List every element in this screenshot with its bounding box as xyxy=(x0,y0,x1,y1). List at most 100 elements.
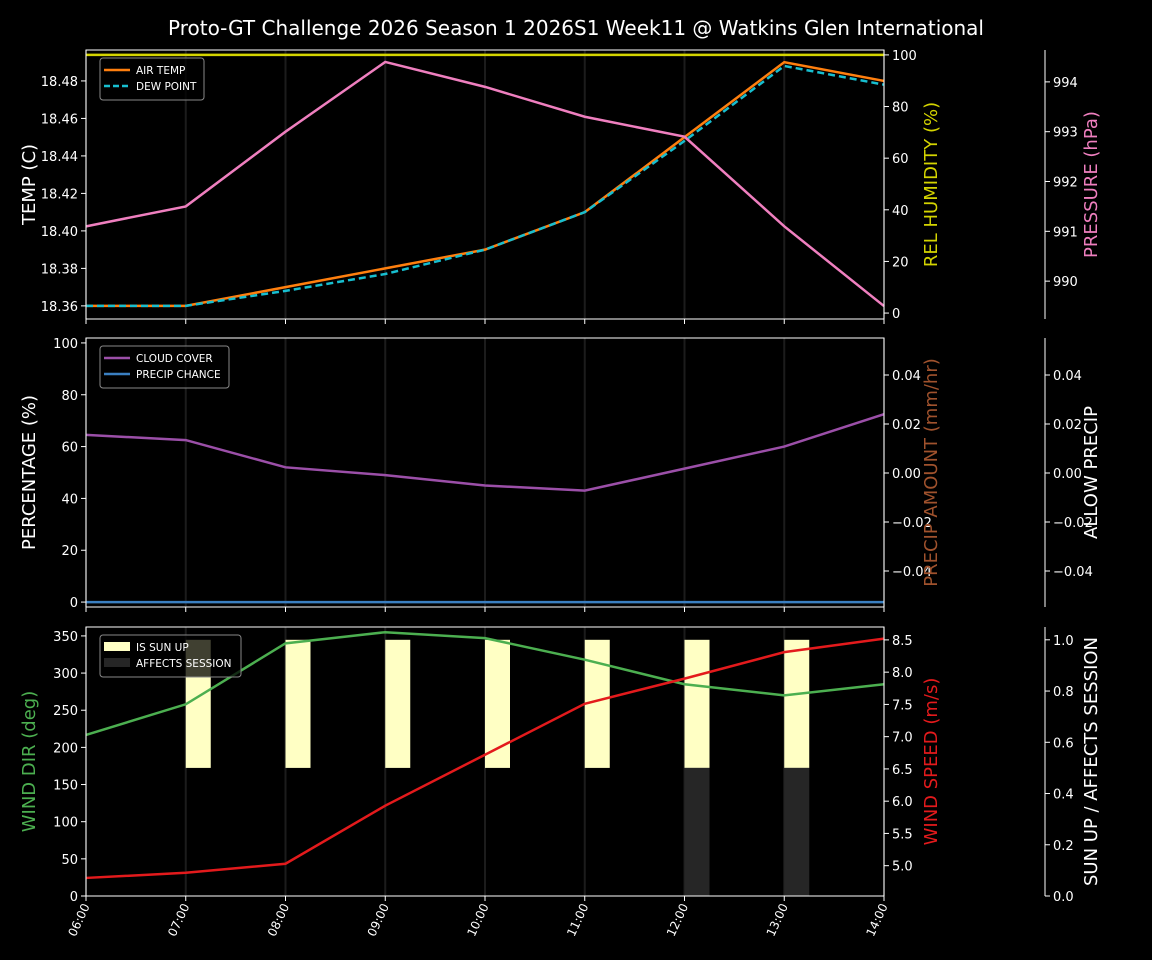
y-tick-label: 18.48 xyxy=(41,75,78,90)
y-tick-label: 18.46 xyxy=(41,112,78,127)
legend-label: DEW POINT xyxy=(136,81,197,93)
y-tick-label: 993 xyxy=(1053,126,1078,141)
y-tick-label: 350 xyxy=(53,630,78,645)
legend-box xyxy=(99,345,230,389)
legend-label: PRECIP CHANCE xyxy=(136,369,221,381)
bar-is-sun-up xyxy=(784,639,810,768)
axis-label: WIND DIR (deg) xyxy=(19,691,40,833)
y-tick-label: 0.0 xyxy=(1053,890,1074,905)
y-tick-label: 0.8 xyxy=(1053,685,1074,700)
series-line-cloud-cover xyxy=(85,413,885,492)
y-tick-label: 100 xyxy=(53,337,78,352)
legend: AIR TEMP DEW POINT xyxy=(99,57,205,101)
legend: IS SUN UP AFFECTS SESSION xyxy=(99,634,242,678)
x-tick-label: 10:00 xyxy=(464,901,491,938)
series-line-1-3 xyxy=(85,60,885,308)
axis-label: WIND SPEED (m/s) xyxy=(921,678,942,846)
y-tick-label: 992 xyxy=(1053,176,1078,191)
y-tick-label: 990 xyxy=(1053,275,1078,290)
y-tick-label: 7.5 xyxy=(892,698,913,713)
y-tick-label: 200 xyxy=(53,741,78,756)
y-tick-label: 18.40 xyxy=(41,225,78,240)
legend-box xyxy=(99,57,205,101)
y-tick-label: 994 xyxy=(1053,76,1078,91)
x-tick-label: 09:00 xyxy=(365,901,392,938)
y-tick-label: 0.6 xyxy=(1053,736,1074,751)
y-tick-label: 0.4 xyxy=(1053,788,1074,803)
axis-label: PRESSURE (hPa) xyxy=(1081,111,1102,258)
y-tick-label: 100 xyxy=(892,49,917,64)
y-tick-label: 0.04 xyxy=(892,369,921,384)
y-tick-label: 20 xyxy=(61,544,78,559)
y-tick-label: 0 xyxy=(70,596,78,611)
y-tick-label: 6.0 xyxy=(892,795,913,810)
y-tick-label: 18.36 xyxy=(41,300,78,315)
legend-swatch xyxy=(104,658,130,667)
y-tick-label: −0.02 xyxy=(1053,516,1093,531)
legend-label: AFFECTS SESSION xyxy=(136,658,232,670)
y-tick-label: 0.2 xyxy=(1053,839,1074,854)
series-line-3-0 xyxy=(85,630,885,737)
legend-box xyxy=(99,634,242,678)
chart-title: Proto-GT Challenge 2026 Season 1 2026S1 … xyxy=(168,16,984,40)
y-tick-label: 0.02 xyxy=(1053,418,1082,433)
y-tick-label: 7.0 xyxy=(892,731,913,746)
y-tick-label: 250 xyxy=(53,704,78,719)
x-tick-label: 08:00 xyxy=(265,901,292,938)
y-tick-label: 18.38 xyxy=(41,262,78,277)
y-tick-label: 991 xyxy=(1053,225,1078,240)
axis-label: ALLOW PRECIP xyxy=(1081,406,1102,539)
y-tick-label: 0.00 xyxy=(1053,467,1082,482)
bar-is-sun-up xyxy=(285,639,311,768)
y-tick-label: 5.5 xyxy=(892,827,913,842)
x-tick-label: 14:00 xyxy=(863,901,890,938)
axis-label: SUN UP / AFFECTS SESSION xyxy=(1081,637,1102,886)
axis-label: REL HUMIDITY (%) xyxy=(921,102,942,267)
y-tick-label: 60 xyxy=(61,441,78,456)
y-tick-label: 150 xyxy=(53,779,78,794)
axis-label: PRECIP AMOUNT (mm/hr) xyxy=(921,358,942,587)
axis-label: TEMP (C) xyxy=(19,144,40,226)
x-tick-label: 11:00 xyxy=(564,901,591,938)
y-tick-label: 8.5 xyxy=(892,634,913,649)
y-tick-label: 8.0 xyxy=(892,666,913,681)
x-tick-label: 13:00 xyxy=(764,901,791,938)
y-tick-label: 40 xyxy=(892,204,909,219)
x-tick-label: 12:00 xyxy=(664,901,691,938)
legend-label: CLOUD COVER xyxy=(136,353,213,365)
y-tick-label: 80 xyxy=(61,389,78,404)
y-tick-label: 300 xyxy=(53,667,78,682)
y-tick-label: 0 xyxy=(70,890,78,905)
x-tick-label: 06:00 xyxy=(65,901,92,938)
y-tick-label: 1.0 xyxy=(1053,634,1074,649)
bar-is-sun-up xyxy=(385,639,411,768)
legend-label: IS SUN UP xyxy=(136,642,189,654)
y-tick-label: −0.04 xyxy=(892,565,932,580)
y-tick-label: 0.02 xyxy=(892,418,921,433)
bar-is-sun-up xyxy=(485,639,510,768)
panel-3: 0 50 100 150 200 250 300 350 WIND DIR (deg) 5.0 5.… xyxy=(19,626,1102,939)
bar-is-sun-up xyxy=(684,639,710,768)
y-tick-label: 60 xyxy=(892,152,909,167)
y-tick-label: 50 xyxy=(61,853,78,868)
bar-affects-session xyxy=(784,767,810,896)
y-tick-label: 80 xyxy=(892,101,909,116)
y-tick-label: −0.04 xyxy=(1053,565,1093,580)
y-tick-label: 40 xyxy=(61,492,78,507)
y-tick-label: −0.02 xyxy=(892,516,932,531)
bar-affects-session xyxy=(684,767,710,896)
y-tick-label: 0.00 xyxy=(892,467,921,482)
y-tick-label: 0.04 xyxy=(1053,369,1082,384)
axis-label: PERCENTAGE (%) xyxy=(19,395,40,550)
y-tick-label: 20 xyxy=(892,255,909,270)
panel-2: 0 20 40 60 80 100 PERCENTAGE (%) −0.04 −0.02 0.00… xyxy=(19,337,1102,612)
panel-1: 18.36 18.38 18.40 18.42 18.44 18.46 18.48 TEMP … xyxy=(19,49,1102,324)
y-tick-label: 0 xyxy=(892,307,900,322)
y-tick-label: 100 xyxy=(53,816,78,831)
legend: CLOUD COVER PRECIP CHANCE xyxy=(99,345,230,389)
series-line-3-1 xyxy=(85,637,885,880)
x-tick-label: 07:00 xyxy=(165,901,192,938)
y-tick-label: 18.44 xyxy=(41,150,78,165)
